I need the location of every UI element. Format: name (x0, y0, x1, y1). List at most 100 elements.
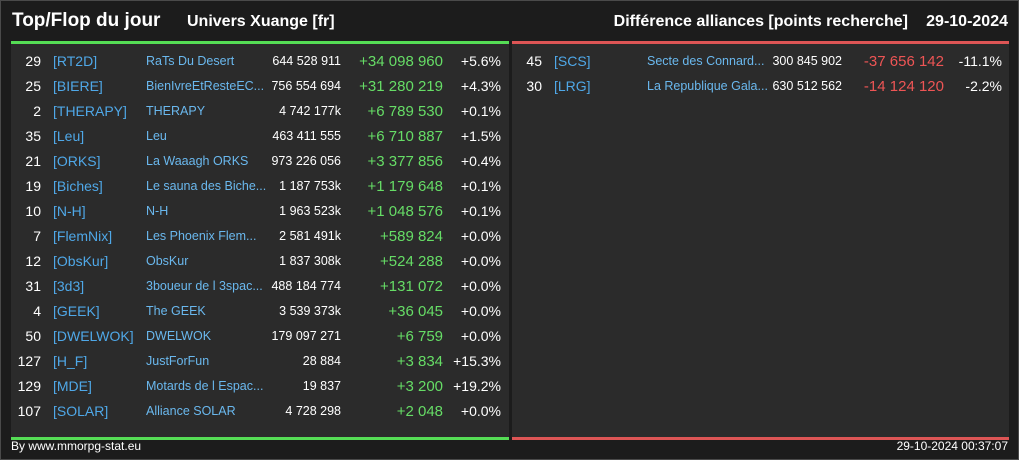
percent-cell: +4.3% (460, 78, 501, 94)
top-row: 2 [THERAPY] THERAPY 4 742 177k +6 789 530 +0.… (11, 99, 509, 124)
top-row: 19 [Biches] Le sauna des Biche... 1 187 753… (11, 174, 509, 199)
alliance-tag-link[interactable]: [GEEK] (53, 303, 100, 319)
flop-panel: 45 [SCS] Secte des Connard... 300 845 902 -3… (512, 41, 1009, 440)
alliance-tag-link[interactable]: [THERAPY] (53, 103, 127, 119)
diff-cell: +524 288 (380, 253, 443, 270)
percent-cell: +0.0% (460, 403, 501, 419)
diff-cell: +131 072 (380, 278, 443, 295)
points-cell: 4 742 177k (279, 104, 341, 118)
top-row: 129 [MDE] Motards de l Espac... 19 837 +3 20… (11, 374, 509, 399)
percent-cell: +0.1% (460, 103, 501, 119)
diff-cell: +34 098 960 (359, 53, 443, 70)
points-cell: 19 837 (302, 379, 341, 393)
top-row: 31 [3d3] 3boueur de l 3spac... 488 184 774 +… (11, 274, 509, 299)
rank-cell: 45 (526, 53, 542, 69)
percent-cell: +0.1% (460, 203, 501, 219)
top-row: 35 [Leu] Leu 463 411 555 +6 710 887 +1.5% (11, 124, 509, 149)
top-row: 29 [RT2D] RaTs Du Desert 644 528 911 +34 098… (11, 49, 509, 74)
diff-cell: +1 179 648 (367, 178, 444, 195)
top-row: 25 [BIERE] BienIvreEtResteEC... 756 554 694… (11, 74, 509, 99)
top-row: 10 [N-H] N-H 1 963 523k +1 048 576 +0.1% (11, 199, 509, 224)
alliance-tag-link[interactable]: [Biches] (53, 178, 103, 194)
diff-cell: -14 124 120 (863, 78, 944, 95)
points-cell: 1 187 753k (279, 179, 341, 193)
alliance-tag-link[interactable]: [N-H] (53, 203, 86, 219)
top-row: 127 [H_F] JustForFun 28 884 +3 834 +15.3% (11, 349, 509, 374)
alliance-tag-link[interactable]: [RT2D] (53, 53, 98, 69)
diff-cell: +6 710 887 (367, 128, 444, 145)
footer-credit: By www.mmorpg-stat.eu (11, 439, 142, 453)
alliance-tag-link[interactable]: [Leu] (53, 128, 85, 144)
rank-cell: 129 (17, 378, 41, 394)
rank-cell: 10 (25, 203, 41, 219)
alliance-tag-link[interactable]: [H_F] (53, 353, 88, 369)
points-cell: 300 845 902 (772, 54, 842, 68)
percent-cell: +0.1% (460, 178, 501, 194)
points-cell: 644 528 911 (272, 54, 341, 68)
diff-cell: +3 377 856 (367, 153, 444, 170)
points-cell: 1 837 308k (279, 254, 341, 268)
percent-cell: +19.2% (453, 378, 501, 394)
alliance-tag-link[interactable]: [ORKS] (53, 153, 101, 169)
flop-row: 45 [SCS] Secte des Connard... 300 845 902 -3… (512, 49, 1009, 74)
percent-cell: +1.5% (460, 128, 501, 144)
percent-cell: +0.0% (460, 328, 501, 344)
top-row: 21 [ORKS] La Waaagh ORKS 973 226 056 +3 377 … (11, 149, 509, 174)
diff-cell: +3 834 (396, 353, 443, 370)
diff-cell: +31 280 219 (359, 78, 443, 95)
rank-cell: 35 (25, 128, 41, 144)
rank-cell: 30 (526, 78, 542, 94)
top-row: 12 [ObsKur] ObsKur 1 837 308k +524 288 +0.0% (11, 249, 509, 274)
page-title: Top/Flop du jour (12, 10, 161, 31)
percent-cell: +0.0% (460, 253, 501, 269)
points-cell: 28 884 (302, 354, 341, 368)
percent-cell: +0.0% (460, 303, 501, 319)
alliance-tag-link[interactable]: [FlemNix] (53, 228, 113, 244)
top-row: 7 [FlemNix] Les Phoenix Flem... 2 581 491k +… (11, 224, 509, 249)
alliance-tag-link[interactable]: [SOLAR] (53, 403, 109, 419)
percent-cell: -11.1% (958, 53, 1002, 69)
diff-cell: +1 048 576 (367, 203, 444, 220)
rank-cell: 127 (17, 353, 41, 369)
rank-cell: 50 (25, 328, 41, 344)
percent-cell: +5.6% (460, 53, 501, 69)
diff-cell: -37 656 142 (863, 53, 944, 70)
points-cell: 630 512 562 (772, 79, 842, 93)
percent-cell: +0.4% (460, 153, 501, 169)
alliance-tag-link[interactable]: [LRG] (554, 78, 591, 94)
points-cell: 4 728 298 (285, 404, 341, 418)
rank-cell: 107 (17, 403, 41, 419)
flop-row: 30 [LRG] La Republique Gala... 630 512 562-… (512, 74, 1009, 99)
universe-label: Univers Xuange [fr] (187, 13, 335, 30)
points-cell: 3 539 373k (279, 304, 341, 318)
rank-cell: 19 (25, 178, 41, 194)
percent-cell: +0.0% (460, 228, 501, 244)
alliance-tag-link[interactable]: [3d3] (53, 278, 85, 294)
diff-cell: +6 789 530 (367, 103, 444, 120)
points-cell: 2 581 491k (279, 229, 341, 243)
points-cell: 1 963 523k (279, 204, 341, 218)
top-panel: 29 [RT2D] RaTs Du Desert 644 528 911 +34 098… (11, 41, 509, 440)
points-cell: 463 411 555 (272, 129, 341, 143)
alliance-tag-link[interactable]: [ObsKur] (53, 253, 109, 269)
alliance-tag-link[interactable]: [DWELWOK] (53, 328, 134, 344)
rank-cell: 31 (25, 278, 41, 294)
diff-cell: +36 045 (388, 303, 443, 320)
header-date: 29-10-2024 (926, 13, 1008, 30)
percent-cell: -2.2% (965, 78, 1002, 94)
ranking-subtitle: Différence alliances [points recherche] (613, 13, 908, 30)
alliance-tag-link[interactable]: [MDE] (53, 378, 92, 394)
diff-cell: +6 759 (396, 328, 443, 345)
footer-timestamp: 29-10-2024 00:37:07 (896, 439, 1008, 453)
rank-cell: 29 (25, 53, 41, 69)
points-cell: 756 554 694 (271, 79, 341, 93)
points-cell: 488 184 774 (271, 279, 341, 293)
top-row: 50 [DWELWOK] DWELWOK 179 097 271 +6 759 +0.0% (11, 324, 509, 349)
points-cell: 179 097 271 (271, 329, 341, 343)
percent-cell: +0.0% (460, 278, 501, 294)
diff-cell: +2 048 (396, 403, 443, 420)
alliance-tag-link[interactable]: [BIERE] (53, 78, 103, 94)
alliance-tag-link[interactable]: [SCS] (554, 53, 591, 69)
rank-cell: 4 (33, 303, 41, 319)
